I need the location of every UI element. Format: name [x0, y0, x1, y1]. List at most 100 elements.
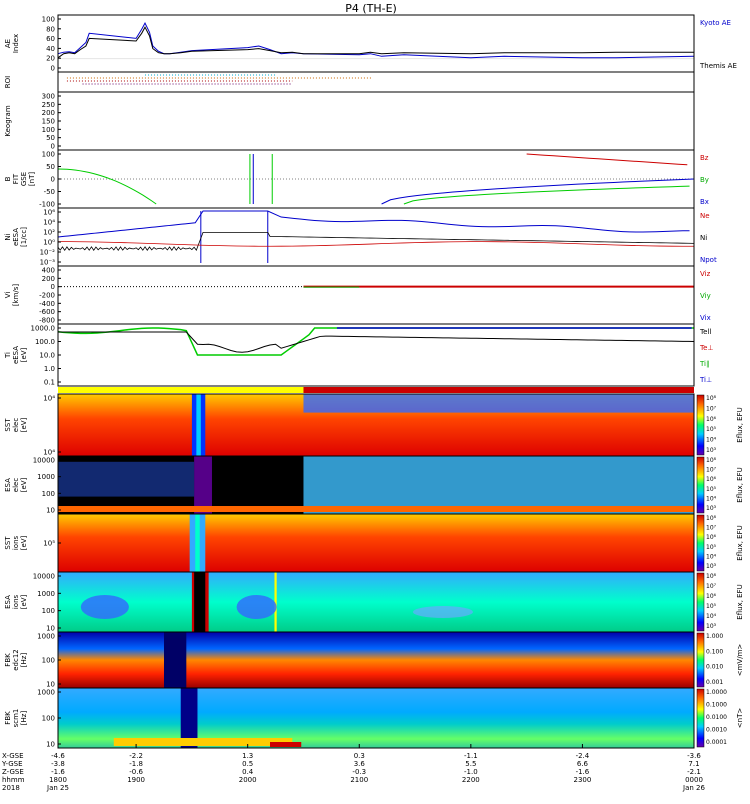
xaxis-tick-label: 2300 — [574, 776, 592, 784]
ae-series-kyoto-ae — [57, 22, 695, 59]
esa_i-blob-3 — [412, 606, 473, 618]
esa_i-spectrogram — [58, 572, 694, 632]
vi-ytick: 400 — [42, 267, 55, 275]
xaxis-tick-label: -0.6 — [129, 768, 143, 776]
ni-legend-ni: Ni — [700, 234, 707, 242]
fbk_e-ylabel: [Hz] — [20, 653, 28, 668]
fbk_b-cbar-tick: 1.0000 — [706, 689, 727, 696]
ae-panel — [57, 14, 695, 73]
keogram-panel — [57, 91, 695, 151]
fbk_b-ytick: 100 — [42, 715, 55, 723]
sst_i-ylabel: SST — [4, 536, 12, 550]
xaxis-tick-label: 1800 — [49, 776, 67, 784]
sst_e-cbar-tick: 10⁷ — [706, 405, 717, 412]
esa_i-ytick: 10 — [46, 625, 55, 633]
ti-ytick: 10.0 — [39, 352, 55, 360]
fbk_b-ytick: 10 — [46, 741, 55, 749]
fbk_b-lowband — [113, 738, 293, 746]
ti-legend-ti: Ti∥ — [699, 360, 710, 368]
fbk_b-cbar-tick: 0.0001 — [706, 739, 727, 746]
xaxis-rowlabel: Z-GSE — [2, 768, 24, 776]
bfit-bx — [381, 178, 695, 205]
sst_e-cbar-label: Eflux, EFU — [736, 407, 744, 442]
esa_e-feature-0 — [194, 456, 212, 514]
esa_i-cbar-tick: 10³ — [706, 623, 717, 630]
sst_i-spectrogram — [58, 514, 694, 572]
esa_i-feature-2 — [274, 572, 277, 632]
esa_i-cbar-tick: 10⁴ — [706, 613, 717, 620]
ni-ylabel: eESA — [12, 228, 20, 246]
bfit-ytick: 100 — [42, 151, 55, 159]
ae-ytick: 20 — [46, 55, 55, 63]
fbk_e-feature-0 — [164, 632, 187, 688]
ni-panel — [57, 207, 695, 267]
esa_e-colorbar — [696, 456, 705, 514]
xaxis-tick-label: 7.1 — [688, 760, 699, 768]
bfit-ytick: 0 — [51, 176, 55, 184]
fbk_b-colorbar — [696, 688, 705, 748]
esa_e-cbar-tick: 10⁵ — [706, 486, 717, 493]
ti-ylabel: Ti — [4, 352, 12, 359]
vi-panel — [57, 265, 695, 325]
fbk_b-ylabel: FBK — [4, 711, 12, 725]
ni-ytick: 10⁶ — [43, 209, 55, 217]
ae-legend-themisae: Themis AE — [699, 62, 737, 70]
fbk_e-colorbar — [696, 632, 705, 688]
esa_e-ylabel: [eV] — [20, 477, 28, 492]
sst_e-cbar-tick: 10⁸ — [706, 395, 717, 402]
xaxis-tick-label: 0.4 — [242, 768, 254, 776]
ti-ylabel: [eV] — [20, 347, 28, 362]
esa_i-ytick: 100 — [42, 607, 55, 615]
bfit-legend-by: By — [700, 176, 709, 184]
sst_i-feature-1 — [195, 514, 200, 572]
ni-ytick: 10² — [43, 229, 55, 237]
vi-ytick: -600 — [39, 308, 55, 316]
esa_e-lowband — [58, 506, 694, 512]
sst_e-cbar-tick: 10⁴ — [706, 437, 717, 444]
xaxis-tick-label: -3.8 — [51, 760, 65, 768]
vi-ytick: 0 — [51, 283, 55, 291]
plot-title: P4 (TH-E) — [345, 2, 397, 15]
esa_i-cbar-tick: 10⁵ — [706, 603, 717, 610]
xaxis-tick-label: 1900 — [127, 776, 145, 784]
xaxis-tick-label: 0.3 — [354, 752, 365, 760]
fbk_e-cbar-tick: 0.100 — [706, 648, 723, 655]
sst_e-ylabel: SST — [4, 418, 12, 432]
mode-bar-fast — [303, 387, 694, 393]
xaxis-tick-label: 1.3 — [242, 752, 253, 760]
fbk_b-ytick: 1000 — [37, 689, 55, 697]
xaxis-tick-label: 2200 — [462, 776, 480, 784]
fbk_e-cbar-tick: 0.001 — [706, 679, 723, 686]
ti-ytick: 100.0 — [35, 338, 55, 346]
vi-legend-viy: Viy — [700, 292, 711, 300]
bfit-ytick: 50 — [46, 163, 55, 171]
ae-ytick: 100 — [42, 16, 55, 24]
vi-legend-vix: Vix — [700, 314, 711, 322]
sst_e-feature-1 — [196, 394, 201, 456]
esa_e-cbar-tick: 10⁶ — [706, 476, 717, 483]
esa_i-ytick: 10000 — [33, 573, 55, 581]
esa_i-ylabel: [eV] — [20, 594, 28, 609]
vi-ylabel: Vi — [4, 292, 12, 299]
ae-ylabel: Index — [12, 34, 20, 53]
sst_i-cbar-tick: 10⁷ — [706, 525, 717, 532]
bfit-legend-bx: Bx — [700, 198, 709, 206]
ni-ylabel: Ni — [4, 233, 12, 240]
xaxis-tick-label: -1.6 — [576, 768, 590, 776]
fbk_e-spectrogram — [58, 632, 694, 688]
xaxis-tick-label: -1.0 — [464, 768, 478, 776]
fbk_e-cbar-tick: 1.000 — [706, 633, 723, 640]
vi-ytick: -800 — [39, 317, 55, 325]
xaxis-rowlabel: 2018 — [2, 784, 20, 792]
esa_e-ytick: 10000 — [33, 457, 55, 465]
roi-ylabel: ROI — [4, 76, 12, 88]
ti-tell — [58, 331, 695, 353]
esa_e-ytick: 100 — [42, 490, 55, 498]
fbk_e-ylabel: FBK — [4, 653, 12, 667]
esa_e-ylabel: ESA — [4, 478, 12, 492]
ti-ytick: 1.0 — [44, 365, 55, 373]
keogram-ylabel: Keogram — [4, 105, 12, 136]
esa_e-ytick: 10 — [46, 507, 55, 515]
bfit-by — [403, 185, 690, 205]
ni-ni — [57, 231, 695, 252]
